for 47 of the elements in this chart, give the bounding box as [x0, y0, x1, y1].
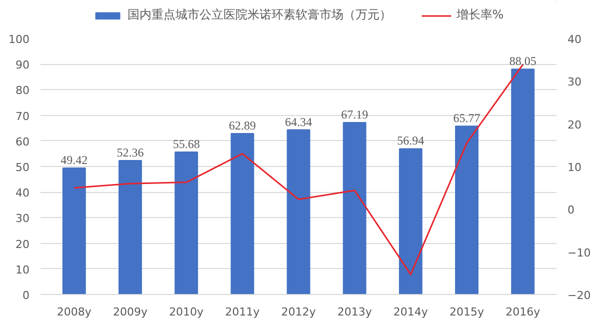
y2-tick-label: −10	[568, 246, 591, 260]
x-tick-label: 2014y	[393, 306, 428, 318]
x-tick-label: 2011y	[225, 306, 260, 318]
y-tick-label: 70	[16, 110, 30, 123]
data-label: 67.19	[341, 107, 368, 122]
y2-tick-label: 0	[568, 204, 574, 217]
y-tick-label: 20	[16, 238, 30, 251]
data-label: 55.68	[172, 136, 200, 151]
data-label: 64.34	[285, 114, 312, 129]
legend-label: 增长率%	[456, 6, 504, 24]
y-tick-label: 0	[22, 289, 30, 302]
y-tick-label: 60	[16, 135, 30, 148]
data-label: 88.05	[509, 54, 536, 68]
bar	[118, 160, 142, 294]
y2-tick-label: 40	[568, 33, 582, 46]
legend-label: 国内重点城市公立医院米诺环素软膏市场（万元）	[127, 6, 392, 24]
bar	[286, 129, 310, 294]
x-tick-label: 2013y	[337, 306, 372, 318]
data-label: 49.42	[60, 152, 88, 167]
y-tick-label: 30	[16, 212, 30, 226]
x-tick-label: 2010y	[169, 306, 204, 318]
x-tick-label: 2009y	[112, 306, 148, 318]
y-tick-label: 100	[8, 33, 30, 46]
y2-tick-label: 20	[568, 118, 582, 132]
y2-tick-label: 30	[568, 76, 582, 89]
bar	[342, 122, 366, 294]
y2-tick-label: −20	[568, 289, 591, 302]
y-tick-label: 10	[16, 263, 30, 276]
x-tick-label: 2016y	[506, 306, 541, 318]
x-tick-label: 2015y	[450, 306, 485, 318]
y-tick-label: 40	[16, 186, 30, 200]
data-label: 56.94	[397, 134, 424, 148]
y-tick-label: 80	[16, 84, 30, 98]
x-tick-label: 2012y	[281, 306, 316, 318]
bar	[455, 126, 478, 294]
data-label: 52.36	[116, 145, 144, 160]
y-tick-label: 90	[16, 58, 30, 72]
y-tick-label: 50	[16, 161, 30, 174]
y2-tick-label: 10	[568, 161, 582, 174]
bar	[511, 68, 535, 294]
data-label: 62.89	[228, 118, 256, 132]
bar	[174, 151, 198, 294]
bar	[62, 167, 86, 294]
bar	[230, 133, 254, 294]
x-tick-label: 2008y	[56, 306, 92, 318]
data-label: 65.77	[453, 111, 480, 126]
bar	[398, 148, 422, 294]
